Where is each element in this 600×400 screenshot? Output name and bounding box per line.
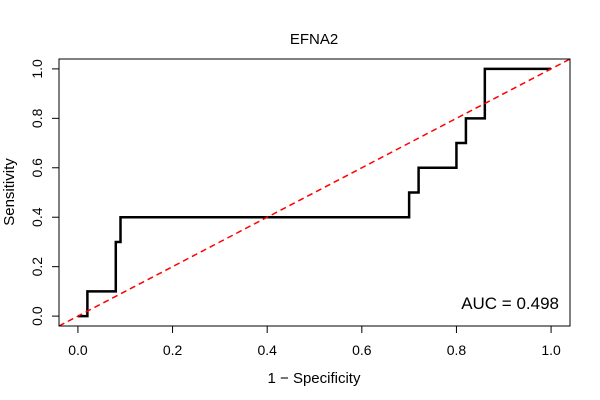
x-tick-label: 0.8 — [447, 342, 467, 358]
y-tick-label: 0.8 — [29, 108, 45, 128]
x-tick-label: 1.0 — [541, 342, 561, 358]
y-axis: 0.0 0.2 0.4 0.6 0.8 1.0 — [29, 59, 60, 326]
chart-title: EFNA2 — [290, 31, 338, 48]
x-tick-label: 0.0 — [68, 342, 88, 358]
y-tick-label: 1.0 — [29, 59, 45, 79]
x-tick-label: 0.4 — [257, 342, 277, 358]
y-axis-label: Sensitivity — [1, 158, 18, 226]
x-axis-label: 1 − Specificity — [268, 370, 361, 387]
y-tick-label: 0.2 — [29, 257, 45, 277]
x-tick-label: 0.2 — [163, 342, 183, 358]
roc-curve-line — [77, 67, 552, 318]
reference-diagonal-line — [58, 58, 571, 327]
y-tick-label: 0.6 — [29, 158, 45, 178]
auc-annotation: AUC = 0.498 — [461, 294, 559, 313]
series-group — [58, 58, 571, 327]
plot-border — [58, 58, 571, 327]
y-tick-label: 0.4 — [29, 207, 45, 227]
x-tick-label: 0.6 — [352, 342, 372, 358]
x-axis: 0.0 0.2 0.4 0.6 0.8 1.0 — [68, 325, 561, 358]
y-tick-label: 0.0 — [29, 306, 45, 326]
axes: 0.0 0.2 0.4 0.6 0.8 1.0 0.0 0.2 0.4 0.6 0.8 1.0 — [29, 59, 561, 358]
